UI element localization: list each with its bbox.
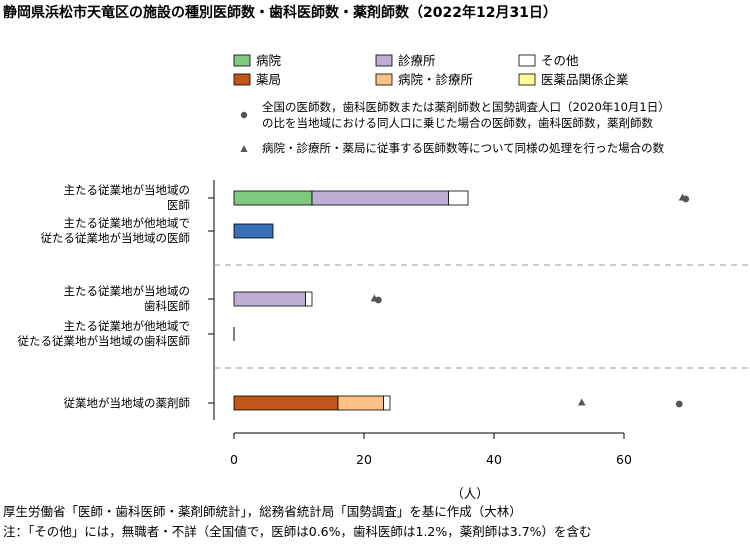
triangle-marker: [577, 398, 586, 406]
footer-note: 注：「その他」には，無職者・不詳（全国値で，医師は0.6%，歯科医師は1.2%，…: [3, 524, 592, 539]
legend-label: 病院・診療所: [398, 72, 473, 87]
bar-segment: [233, 190, 313, 206]
bar-segment: [311, 190, 449, 206]
x-axis-label: （人）: [451, 486, 489, 501]
legend-label: 医薬品関係企業: [541, 72, 629, 87]
x-tick-label: 60: [616, 452, 632, 467]
legend-swatch: [375, 54, 393, 67]
category-label: 主たる従業地が当地域の: [64, 183, 191, 197]
bar-segment: [337, 395, 384, 411]
legend-swatch: [375, 73, 393, 86]
legend-triangle-marker: [240, 145, 248, 152]
category-label: 従たる従業地が当地域の歯科医師: [18, 334, 191, 348]
bar-segment: [233, 395, 339, 411]
legend-swatch: [518, 54, 536, 67]
legend-swatch: [233, 54, 251, 67]
x-tick-label: 20: [356, 452, 372, 467]
legend-triangle-note: 病院・診療所・薬局に従事する医師数等について同様の処理を行った場合の数: [262, 141, 665, 155]
legend-label: 薬局: [256, 72, 281, 87]
circle-marker: [374, 296, 382, 304]
x-tick-label: 40: [486, 452, 502, 467]
bar-segment: [383, 395, 391, 411]
category-label: 医師: [167, 198, 190, 212]
legend-swatch: [233, 73, 251, 86]
bar-segment: [305, 291, 313, 307]
category-label: 従業地が当地域の薬剤師: [64, 396, 191, 410]
legend-label: その他: [541, 53, 579, 68]
legend-circle-marker: [240, 111, 248, 119]
legend-label: 病院: [256, 53, 282, 68]
x-tick-label: 0: [230, 452, 238, 467]
plot-area: 主たる従業地が当地域の医師主たる従業地が他地域で従たる従業地が当地域の医師主たる…: [18, 180, 748, 501]
circle-marker: [682, 195, 690, 203]
category-label: 主たる従業地が他地域で: [64, 216, 191, 230]
legend-circle-note-2: の比を当地域における同人口に乗じた場合の医師数，歯科医師数，薬剤師数: [262, 116, 653, 130]
legend-label: 診療所: [398, 53, 436, 68]
category-label: 歯科医師: [144, 299, 190, 313]
footer-source: 厚生労働省「医師・歯科医師・薬剤師統計」，総務省統計局「国勢調査」を基に作成（大…: [3, 504, 522, 519]
legend-swatch: [518, 73, 536, 86]
legend-circle-note-1: 全国の医師数，歯科医師数または薬剤師数と国勢調査人口（2020年10月1日）: [262, 100, 670, 114]
bar-segment: [233, 223, 274, 239]
category-label: 主たる従業地が当地域の: [64, 284, 191, 298]
circle-marker: [675, 400, 683, 408]
category-label: 従たる従業地が当地域の医師: [41, 231, 191, 245]
bar-segment: [233, 291, 306, 307]
chart-title: 静岡県浜松市天竜区の施設の種別医師数・歯科医師数・薬剤師数（2022年12月31…: [3, 4, 557, 21]
bar-segment: [448, 190, 469, 206]
category-label: 主たる従業地が他地域で: [64, 319, 191, 333]
